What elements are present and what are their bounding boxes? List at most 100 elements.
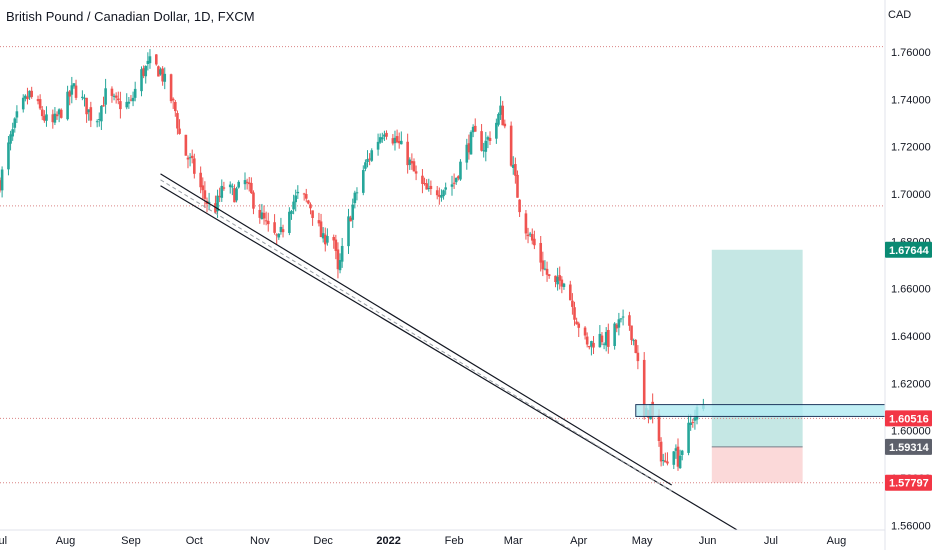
candle-up [207, 192, 211, 211]
candle-up [355, 187, 359, 201]
candle-down [607, 323, 610, 354]
candle-up [383, 130, 386, 141]
candle-down [516, 170, 519, 198]
candle-up [370, 148, 374, 162]
candle-down [233, 184, 236, 203]
candle-down [55, 111, 59, 120]
candle-up [9, 130, 12, 151]
price-tick-label: 1.62000 [891, 378, 931, 390]
price-badge-label: 1.59314 [889, 442, 930, 454]
candle-down [395, 129, 399, 144]
candle-up [471, 124, 475, 138]
candle-down [592, 336, 595, 355]
candle-down [110, 86, 114, 103]
candle-down [43, 110, 46, 123]
time-tick-label: Jul [0, 535, 7, 547]
candle-up [296, 185, 300, 199]
candle-down [40, 106, 44, 121]
candle-down [184, 134, 188, 156]
price-tick-label: 1.66000 [891, 284, 931, 296]
candle-up [163, 67, 167, 90]
candle-down [174, 99, 177, 117]
candle-down [281, 224, 285, 238]
candle-down [304, 188, 308, 203]
candle-down [615, 323, 619, 333]
price-badge: 1.60516 [885, 410, 932, 427]
candle-down [169, 73, 173, 104]
candle-down [412, 158, 416, 172]
candle-down [266, 212, 270, 232]
candle-down [397, 132, 401, 149]
trend-channel[interactable] [160, 173, 738, 531]
candle-down [178, 119, 181, 135]
candle-up [127, 96, 131, 109]
time-tick-label: Jul [764, 535, 778, 547]
candle-down [119, 91, 122, 119]
candle-up [57, 108, 61, 123]
price-tick-label: 1.64000 [891, 331, 931, 343]
candle-up [376, 133, 380, 156]
candle-up [288, 207, 291, 236]
candle-down [421, 169, 424, 194]
candle-up [465, 138, 469, 170]
candle-up [366, 150, 369, 168]
candle-up [340, 237, 344, 268]
candle-down [155, 54, 158, 66]
candle-down [116, 91, 120, 105]
candle-up [290, 209, 293, 220]
resistance-zone[interactable] [635, 404, 886, 417]
time-tick-label: Apr [570, 535, 587, 547]
candle-up [602, 342, 606, 350]
candle-down [85, 97, 88, 123]
time-tick-label: Aug [827, 535, 847, 547]
candle-down [628, 311, 631, 331]
candle-up [104, 78, 107, 114]
candle-down [51, 109, 55, 129]
candle-down [264, 211, 268, 226]
candle-down [193, 153, 196, 179]
chart-title: British Pound / Canadian Dollar, 1D, FXC… [6, 9, 255, 24]
time-axis[interactable]: Jul Aug Sep Oct Nov Dec 2022 Feb Mar Apr May Jun Jul… [0, 529, 885, 547]
candle-down [666, 452, 669, 466]
candle-up [454, 177, 458, 185]
candle-down [585, 332, 589, 348]
candle-down [190, 149, 194, 164]
price-badge-label: 1.60516 [889, 413, 929, 425]
candle-down [571, 293, 574, 315]
candle-up [674, 444, 678, 459]
candle-down [558, 266, 562, 290]
candle-down [368, 153, 371, 166]
candle-up [260, 203, 264, 220]
candle-up [689, 414, 692, 431]
candle-up [321, 227, 325, 243]
candle-up [543, 260, 547, 271]
candle-up [347, 208, 350, 254]
candle-down [319, 213, 323, 238]
candle-up [381, 132, 384, 143]
candle-up [469, 130, 473, 155]
candle-up [66, 85, 69, 121]
candle-down [199, 166, 202, 194]
candle-up [216, 189, 219, 218]
candle-up [97, 112, 101, 127]
candle-up [484, 131, 488, 162]
price-axis[interactable]: 1.560001.580001.600001.620001.640001.660… [884, 0, 931, 550]
candle-down [30, 86, 33, 99]
candle-up [351, 198, 355, 228]
candle-down [38, 94, 42, 111]
candle-down [317, 212, 321, 227]
candle-up [440, 189, 443, 202]
candle-down [659, 437, 663, 467]
candle-up [237, 180, 240, 189]
candle-up [0, 166, 4, 198]
candle-up [661, 453, 665, 466]
candle-up [148, 49, 152, 69]
candle-down [501, 100, 504, 126]
candle-down [36, 95, 40, 105]
candle-up [364, 159, 367, 172]
candle-down [630, 325, 633, 345]
candle-up [131, 91, 135, 107]
candle-down [176, 110, 179, 135]
time-tick-label: May [632, 535, 653, 547]
